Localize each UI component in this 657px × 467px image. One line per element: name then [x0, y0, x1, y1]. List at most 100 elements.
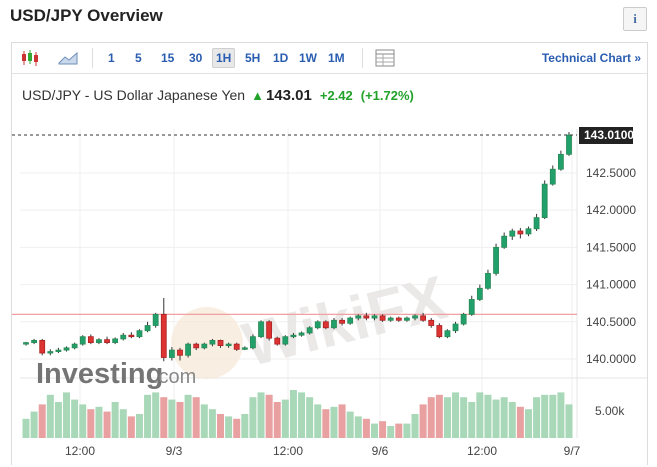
- volume-bar: [362, 418, 370, 438]
- volume-bar: [168, 399, 176, 438]
- technical-chart-link[interactable]: Technical Chart »: [541, 51, 641, 65]
- volume-bar: [289, 390, 297, 438]
- volume-bar: [484, 394, 492, 438]
- volume-bar: [135, 414, 143, 438]
- x-tick-label: 12:00: [65, 444, 95, 458]
- candle-body: [347, 317, 354, 324]
- candle-body: [31, 339, 38, 344]
- volume-bar: [541, 394, 549, 438]
- volume-bar: [273, 402, 281, 438]
- volume-bar: [111, 402, 119, 438]
- candle-body: [549, 168, 556, 185]
- candle-body: [290, 334, 297, 338]
- timeframe-1mo[interactable]: 1M: [328, 51, 345, 65]
- volume-bar: [427, 397, 435, 438]
- volume-bar: [30, 411, 38, 438]
- candle-body: [314, 321, 321, 329]
- volume-bar: [95, 406, 103, 438]
- volume-bar: [176, 402, 184, 438]
- volume-bar: [192, 397, 200, 438]
- y-tick-label: 141.0000: [586, 278, 636, 292]
- candle-body: [63, 347, 70, 351]
- current-price-badge: [579, 127, 633, 144]
- volume-bar: [314, 404, 322, 438]
- candle-body: [387, 317, 394, 321]
- area-chart-icon[interactable]: [56, 48, 80, 68]
- candle-body: [517, 230, 524, 235]
- volume-bar: [330, 406, 338, 438]
- volume-bar: [322, 409, 330, 438]
- x-tick-label: 12:00: [273, 444, 303, 458]
- investing-logo-suffix: .com: [153, 366, 196, 388]
- candle-body: [404, 317, 410, 321]
- candle-body: [128, 334, 135, 338]
- info-button[interactable]: i: [623, 7, 647, 31]
- candle-body: [177, 349, 183, 356]
- volume-bar: [298, 392, 306, 438]
- candlestick-icon[interactable]: [18, 48, 42, 68]
- candle-body: [96, 339, 102, 344]
- volume-bar: [468, 402, 476, 438]
- candle-body: [428, 319, 435, 326]
- candle-body: [468, 299, 475, 315]
- volume-bar: [233, 418, 241, 438]
- timeframe-1h[interactable]: 1H: [212, 48, 236, 68]
- investing-logo-text: Investing: [36, 358, 163, 390]
- candle-body: [258, 321, 264, 338]
- toolbar-divider: [92, 48, 93, 68]
- volume-bar: [524, 409, 532, 438]
- x-tick-label: 9/6: [372, 444, 389, 458]
- timeframe-30m[interactable]: 30: [189, 51, 203, 65]
- volume-bar: [370, 423, 378, 438]
- volume-bar: [435, 394, 443, 438]
- volume-bar: [79, 404, 87, 438]
- volume-bar: [241, 414, 249, 438]
- candle-body: [355, 315, 362, 319]
- candle-body: [55, 349, 62, 352]
- timeframe-15m[interactable]: 15: [161, 51, 175, 65]
- candle-body: [460, 313, 467, 325]
- candle-body: [525, 228, 532, 235]
- y-tick-label: 142.0000: [586, 203, 636, 217]
- candle-body: [209, 339, 216, 345]
- volume-bar: [22, 418, 30, 438]
- investing-watermark: Investing .com: [36, 358, 196, 390]
- volume-bar: [419, 404, 427, 438]
- timeframe-5m[interactable]: 5: [135, 51, 142, 65]
- candle-body: [185, 343, 191, 356]
- timeframe-1d[interactable]: 1D: [273, 51, 289, 65]
- candle-body: [493, 246, 499, 274]
- volume-bar: [127, 416, 135, 438]
- volume-bar: [144, 394, 152, 438]
- x-axis: 12:00 9/3 12:00 9/6 12:00 9/7: [65, 444, 581, 458]
- candle-body: [47, 351, 54, 354]
- candle-body: [566, 134, 572, 155]
- candle-body: [160, 313, 167, 358]
- volume-bar: [200, 404, 208, 438]
- candle-body: [71, 343, 78, 349]
- candle-body: [476, 287, 483, 300]
- volume-bar: [63, 392, 71, 438]
- volume-bar: [265, 394, 273, 438]
- timeframe-5h[interactable]: 5H: [245, 51, 261, 65]
- volume-bar: [281, 399, 289, 438]
- volume-bar: [152, 392, 160, 438]
- candle-body: [557, 153, 564, 170]
- candle-body: [322, 321, 329, 329]
- price-chart[interactable]: WikiFX 142.5000142.0000141.5000141.00001…: [12, 43, 647, 465]
- last-price: 143.01: [265, 87, 312, 104]
- candle-body: [533, 217, 540, 230]
- volume-bars: [22, 390, 573, 438]
- timeframe-1w[interactable]: 1W: [299, 51, 317, 65]
- table-icon[interactable]: [373, 48, 397, 68]
- candle-body: [112, 338, 119, 344]
- volume-bar: [306, 397, 314, 438]
- chart-panel: 1 5 15 30 1H 5H 1D 1W 1M Technical Chart…: [11, 42, 648, 465]
- candle-body: [241, 347, 248, 350]
- volume-bar: [403, 423, 411, 438]
- price-change-percent: (+1.72%): [360, 88, 414, 103]
- candle-body: [501, 235, 508, 248]
- candle-body: [420, 315, 427, 321]
- volume-bar: [557, 392, 565, 438]
- timeframe-1m[interactable]: 1: [108, 51, 115, 65]
